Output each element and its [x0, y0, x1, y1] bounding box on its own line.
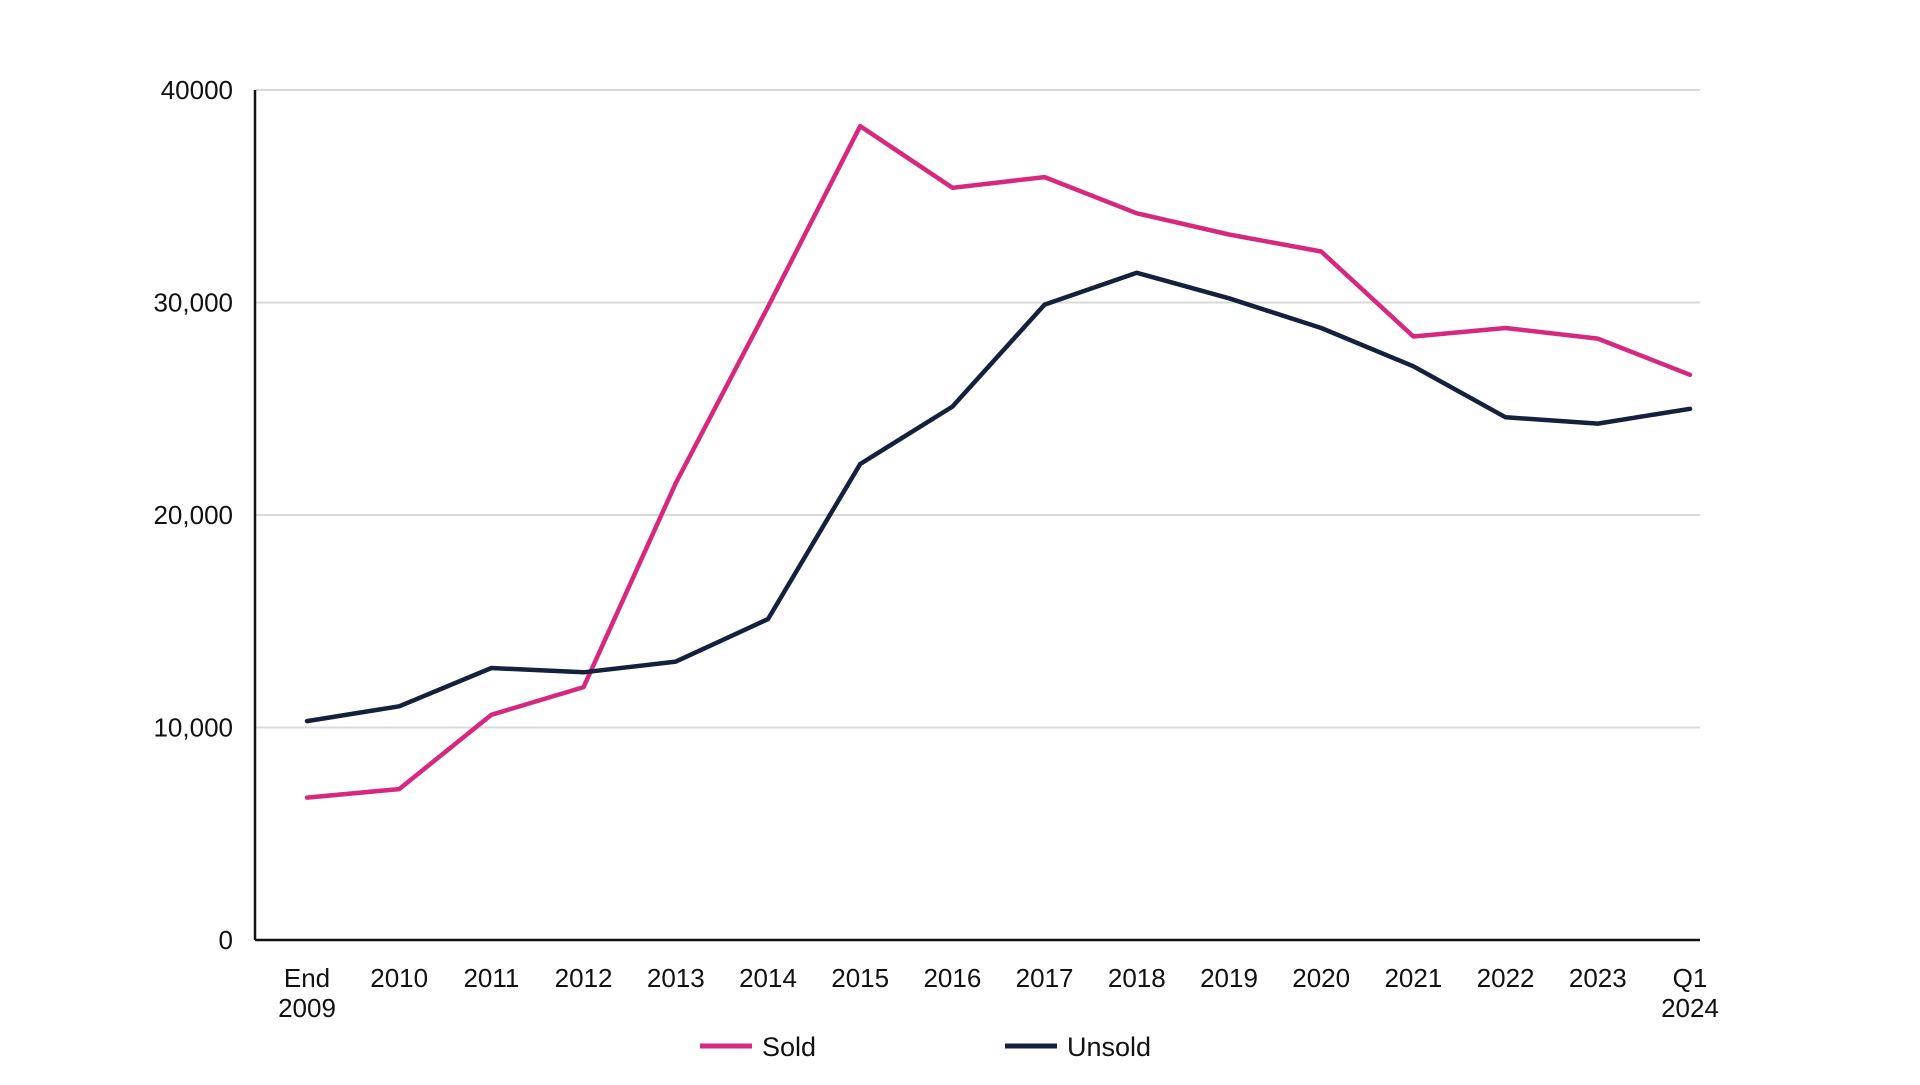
- legend-label-unsold: Unsold: [1067, 1032, 1151, 1062]
- y-tick-label: 40000: [161, 75, 233, 105]
- x-tick-label: End 2009: [278, 963, 336, 1023]
- x-tick-label-line: 2015: [831, 963, 889, 993]
- x-tick-label: 2010: [370, 963, 428, 993]
- series-line-unsold: [304, 270, 1693, 724]
- series-line-sold: [304, 123, 1693, 800]
- x-tick-label-line: 2022: [1477, 963, 1535, 993]
- legend-label-sold: Sold: [762, 1032, 816, 1062]
- legend: Sold Unsold: [700, 1032, 1151, 1062]
- x-axis-ticks: End 2009 2010 2011 2012 2013 2014 2015 2016 2017 2…: [278, 963, 1719, 1023]
- gridlines: [255, 89, 1700, 729]
- y-tick-label: 10,000: [153, 713, 233, 743]
- axes: [253, 90, 1700, 942]
- x-tick-label: 2013: [647, 963, 705, 993]
- x-tick-label-line: End: [284, 963, 330, 993]
- x-tick-label-line: 2016: [923, 963, 981, 993]
- x-tick-label: 2018: [1108, 963, 1166, 993]
- x-tick-label-line: 2018: [1108, 963, 1166, 993]
- x-tick-label: Q1 2024: [1661, 963, 1719, 1023]
- y-axis-ticks: 0 10,000 20,000 30,000 40000: [153, 75, 233, 955]
- x-tick-label-line: 2013: [647, 963, 705, 993]
- series-lines: [304, 123, 1693, 800]
- x-tick-label-line: 2023: [1569, 963, 1627, 993]
- x-tick-label: 2023: [1569, 963, 1627, 993]
- x-tick-label-line: 2020: [1292, 963, 1350, 993]
- x-tick-label-line: 2010: [370, 963, 428, 993]
- x-tick-label-line: 2009: [278, 993, 336, 1023]
- x-tick-label: 2020: [1292, 963, 1350, 993]
- y-tick-label: 20,000: [153, 500, 233, 530]
- x-tick-label-line: 2024: [1661, 993, 1719, 1023]
- x-tick-label: 2011: [463, 963, 519, 993]
- x-tick-label: 2014: [739, 963, 797, 993]
- x-tick-label: 2015: [831, 963, 889, 993]
- x-tick-label: 2016: [923, 963, 981, 993]
- x-tick-label-line: 2021: [1384, 963, 1442, 993]
- x-tick-label-line: 2012: [555, 963, 613, 993]
- x-tick-label-line: 2017: [1016, 963, 1074, 993]
- x-tick-label: 2022: [1477, 963, 1535, 993]
- x-tick-label: 2017: [1016, 963, 1074, 993]
- x-tick-label-line: Q1: [1673, 963, 1708, 993]
- x-tick-label: 2019: [1200, 963, 1258, 993]
- x-tick-label: 2021: [1384, 963, 1442, 993]
- y-tick-label: 30,000: [153, 288, 233, 318]
- x-tick-label: 2012: [555, 963, 613, 993]
- x-tick-label-line: 2019: [1200, 963, 1258, 993]
- x-tick-label-line: 2011: [463, 963, 519, 993]
- x-tick-label-line: 2014: [739, 963, 797, 993]
- y-tick-label: 0: [219, 925, 233, 955]
